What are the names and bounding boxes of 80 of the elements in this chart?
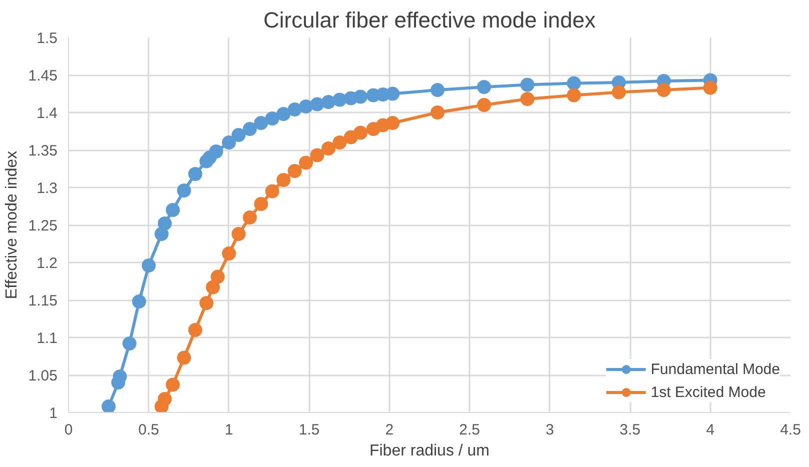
point — [232, 128, 246, 142]
x-tick-label: 3 — [546, 422, 554, 438]
legend-label: 1st Excited Mode — [650, 384, 766, 400]
point — [188, 167, 202, 181]
point — [222, 246, 236, 260]
y-tick-label: 1.05 — [28, 368, 58, 384]
y-tick-label: 1.35 — [28, 142, 58, 160]
point — [177, 184, 192, 198]
y-tick-label: 1.2 — [36, 255, 58, 272]
point — [242, 122, 257, 136]
point — [354, 126, 368, 140]
point — [430, 106, 445, 120]
point — [354, 90, 368, 104]
x-tick-label: 0.5 — [138, 422, 160, 438]
x-tick-label: 2 — [385, 422, 394, 438]
point — [209, 144, 224, 158]
point — [430, 83, 445, 97]
point — [242, 210, 257, 224]
point — [142, 258, 156, 272]
point — [298, 100, 313, 114]
point — [254, 197, 268, 211]
point — [188, 323, 202, 337]
point — [520, 78, 534, 92]
point — [321, 142, 336, 156]
point — [158, 216, 172, 230]
point — [254, 116, 268, 130]
point — [310, 97, 324, 112]
point — [199, 296, 214, 310]
legend-label: Fundamental Mode — [650, 360, 780, 378]
point — [332, 136, 347, 150]
point — [112, 370, 127, 384]
y-tick-label: 1.25 — [28, 218, 58, 234]
point — [288, 164, 302, 178]
x-tick-label: 4 — [706, 422, 714, 438]
x-tick-label: 4.5 — [780, 422, 801, 438]
point — [265, 112, 280, 126]
x-axis-title: Fiber radius / um — [369, 442, 490, 460]
point — [612, 85, 626, 100]
y-tick-label: 1.15 — [28, 292, 58, 310]
point — [166, 378, 180, 392]
y-tick-label: 1 — [49, 405, 58, 422]
point — [386, 86, 400, 101]
point — [477, 80, 492, 94]
point — [132, 294, 146, 308]
y-tick-label: 1.4 — [36, 105, 58, 122]
point — [166, 203, 180, 217]
x-tick-label: 2.5 — [459, 422, 480, 438]
point — [102, 400, 116, 412]
point — [206, 280, 220, 294]
point — [276, 107, 290, 121]
point — [222, 136, 236, 150]
x-tick-label: 1.5 — [298, 422, 320, 438]
x-tick-label: 1 — [224, 422, 234, 438]
point — [298, 156, 313, 170]
y-tick-label: 1.5 — [36, 30, 58, 47]
y-tick-label: 1.1 — [36, 330, 58, 347]
point — [566, 88, 581, 102]
point — [656, 83, 671, 97]
point — [520, 92, 534, 106]
chart-title: Circular fiber effective mode index — [263, 8, 596, 32]
point — [321, 95, 336, 109]
x-tick-label: 0 — [64, 422, 73, 438]
point — [232, 227, 246, 241]
point — [566, 76, 581, 90]
point — [265, 184, 280, 198]
point — [310, 148, 324, 162]
point — [158, 392, 172, 406]
y-tick-label: 1.3 — [36, 180, 58, 197]
point — [332, 92, 347, 107]
point — [703, 80, 718, 95]
point — [210, 270, 225, 284]
point — [177, 350, 192, 365]
point — [276, 173, 290, 187]
point — [288, 102, 302, 116]
point — [477, 98, 492, 112]
y-axis-title: Effective mode index — [3, 150, 20, 300]
x-tick-label: 3.5 — [620, 422, 640, 438]
point — [386, 116, 400, 130]
y-tick-label: 1.45 — [28, 68, 58, 84]
point — [122, 336, 136, 350]
